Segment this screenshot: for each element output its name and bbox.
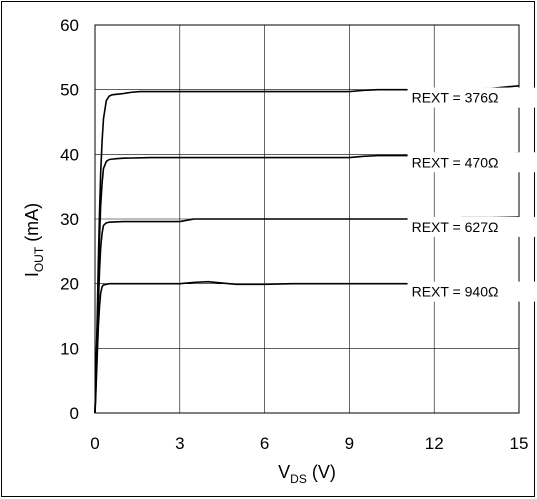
x-tick-label: 15 bbox=[510, 434, 529, 453]
series-label-background bbox=[407, 281, 536, 302]
x-tick-label: 12 bbox=[425, 434, 444, 453]
series-line bbox=[94, 280, 520, 414]
x-axis-label-sub: DS bbox=[290, 472, 307, 486]
y-tick-label: 40 bbox=[60, 145, 79, 164]
y-tick-label: 10 bbox=[60, 339, 79, 358]
x-axis-label: VDS (V) bbox=[278, 462, 336, 486]
y-axis-label-sub: OUT bbox=[32, 246, 46, 272]
series-line bbox=[94, 84, 520, 414]
y-tick-label: 0 bbox=[70, 404, 79, 423]
series-labels: REXT = 376Ω REXT = 470Ω REXT = 627Ω REXT = … bbox=[407, 87, 536, 302]
series-label-background bbox=[407, 216, 536, 237]
y-axis-label-main: I bbox=[22, 272, 42, 277]
x-tick-labels: 0 3 6 9 12 15 bbox=[90, 434, 528, 453]
y-tick-label: 50 bbox=[60, 81, 79, 100]
x-tick-label: 0 bbox=[90, 434, 99, 453]
y-tick-labels: 0 10 20 30 40 50 60 bbox=[60, 16, 79, 423]
series-label: REXT = 470Ω bbox=[412, 154, 499, 170]
x-tick-label: 6 bbox=[260, 434, 269, 453]
series-label: REXT = 627Ω bbox=[412, 219, 499, 235]
x-tick-label: 9 bbox=[345, 434, 354, 453]
series-label-background bbox=[407, 87, 536, 108]
series-label: REXT = 376Ω bbox=[412, 90, 499, 106]
x-axis-label-unit: (V) bbox=[307, 462, 336, 482]
series-line bbox=[94, 216, 520, 414]
series-label-background bbox=[407, 152, 536, 173]
y-tick-label: 20 bbox=[60, 275, 79, 294]
series-label: REXT = 940Ω bbox=[412, 284, 499, 300]
y-axis-label: IOUT (mA) bbox=[22, 203, 46, 277]
y-tick-label: 60 bbox=[60, 16, 79, 35]
x-tick-label: 3 bbox=[175, 434, 184, 453]
x-axis-label-main: V bbox=[278, 462, 290, 482]
series-group bbox=[94, 84, 520, 414]
y-axis-label-unit: (mA) bbox=[22, 203, 42, 247]
series-line bbox=[94, 152, 520, 414]
y-tick-label: 30 bbox=[60, 210, 79, 229]
